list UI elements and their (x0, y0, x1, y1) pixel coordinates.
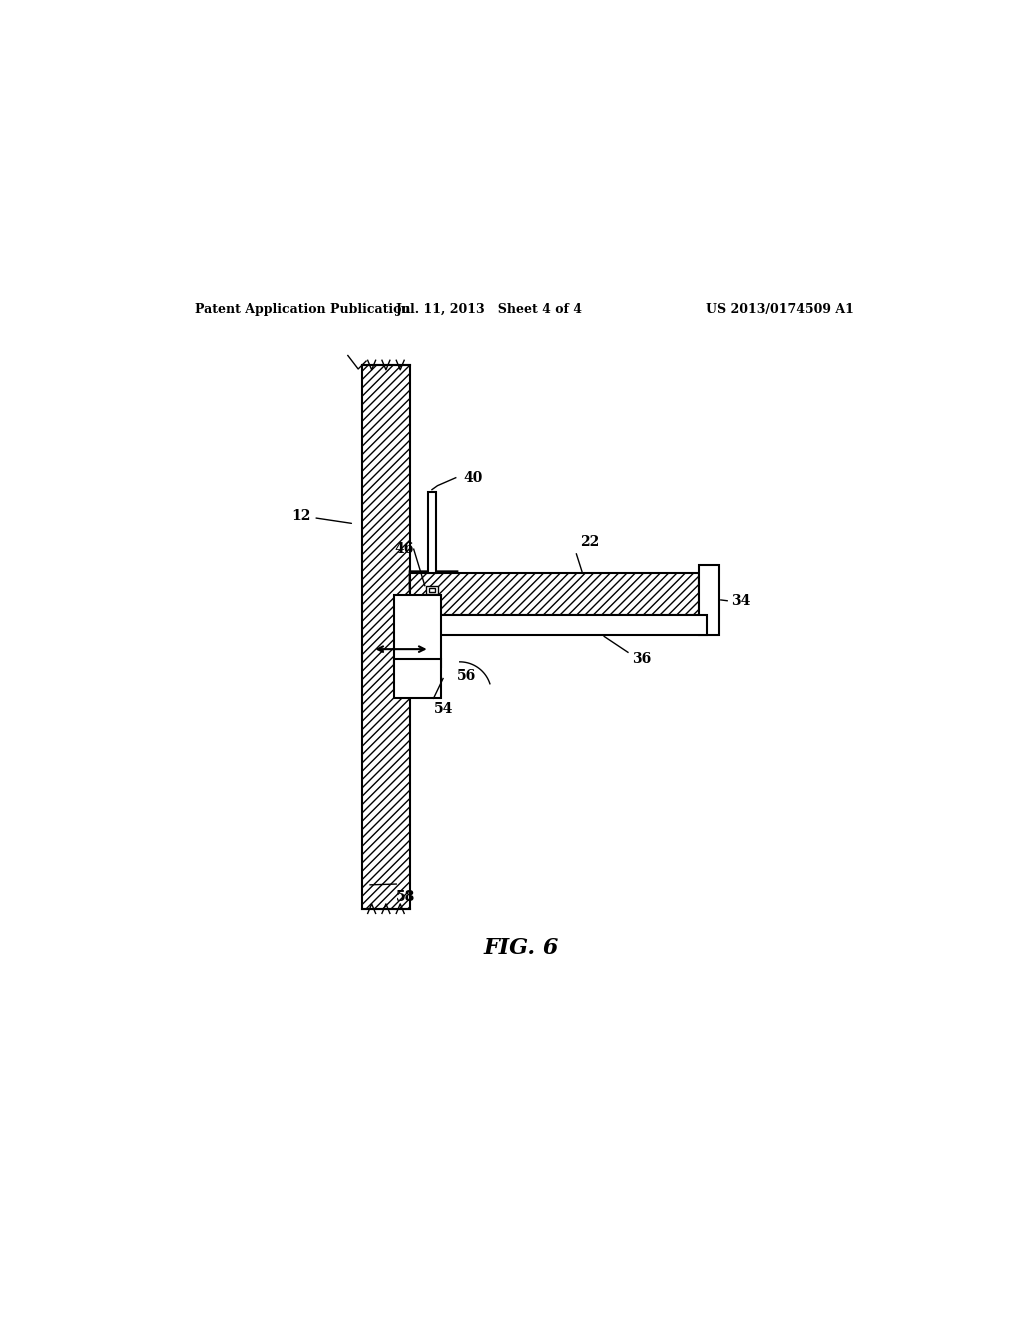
Text: 54: 54 (433, 702, 453, 717)
Bar (426, 586, 437, 594)
Text: 12: 12 (291, 508, 351, 523)
Text: 56: 56 (458, 669, 476, 682)
Text: 36: 36 (632, 652, 651, 667)
Bar (410, 573, 699, 615)
Text: 40: 40 (464, 471, 483, 484)
Polygon shape (410, 572, 458, 595)
Bar (394, 659, 441, 698)
Bar (410, 573, 699, 615)
Bar (428, 492, 436, 573)
Text: 46: 46 (394, 543, 414, 556)
Text: FIG. 6: FIG. 6 (483, 937, 558, 960)
Bar (362, 366, 410, 908)
Text: 58: 58 (396, 891, 416, 904)
Text: 34: 34 (731, 594, 751, 607)
Bar (362, 366, 410, 908)
Bar (394, 595, 441, 667)
Bar (699, 565, 719, 635)
Text: 22: 22 (581, 535, 600, 549)
Bar (410, 615, 708, 635)
Text: Patent Application Publication: Patent Application Publication (196, 304, 411, 315)
Text: Jul. 11, 2013   Sheet 4 of 4: Jul. 11, 2013 Sheet 4 of 4 (395, 304, 583, 315)
Bar (429, 589, 435, 591)
Text: US 2013/0174509 A1: US 2013/0174509 A1 (707, 304, 854, 315)
